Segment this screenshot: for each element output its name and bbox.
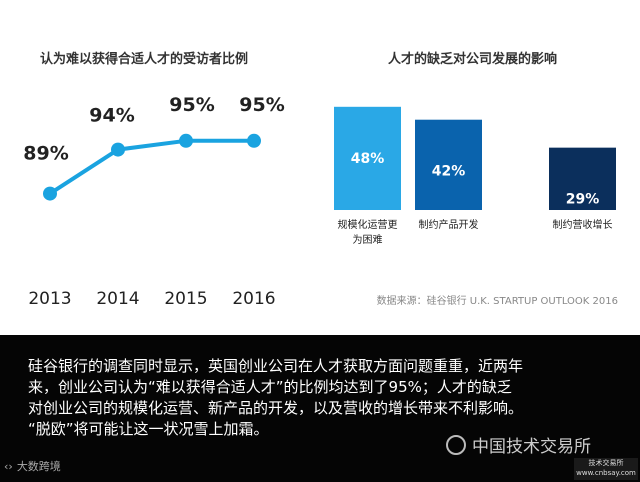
caption-text: 硅谷银行的调查同时显示，英国创业公司在人才获取方面问题重重，近两年 来，创业公司… [28,356,628,440]
caption-line: 来，创业公司认为“难以获得合适人才”的比例均达到了95%；人才的缺乏 [28,378,512,396]
bar [334,106,401,210]
line-point [179,133,193,148]
bar-category-label: 制约营收增长 [553,218,613,231]
bar [415,119,482,210]
watermark-right-text: 中国技术交易所 [472,437,591,457]
x-tick-label: 2013 [28,289,71,309]
watermark-left-text: 大数跨境 [16,460,61,473]
bar-category-label: 制约产品开发 [419,218,479,231]
bar-value-label: 29% [566,192,600,208]
infographic-panel: 认为难以获得合适人才的受访者比例 人才的缺乏对公司发展的影响 89% 2013 94… [23,52,618,309]
caption-line: 硅谷银行的调查同时显示，英国创业公司在人才获取方面问题重重，近两年 [28,357,524,375]
watermark-logo-icon [446,434,466,455]
caption-panel [0,335,640,482]
bar-category-label: 规模化运营更 [338,218,398,231]
watermark-right: 中国技术交易所 [446,432,591,457]
x-tick-label: 2016 [232,289,275,309]
data-label: 95% [169,94,214,116]
caption-line: 对创业公司的规模化运营、新产品的开发，以及营收的增长带来不利影响。 [28,399,524,417]
line-chart-title: 认为难以获得合适人才的受访者比例 [40,52,249,67]
data-label: 89% [23,143,68,165]
bar-value-label: 42% [432,164,466,180]
caption-line: “脱欧”将可能让这一状况雪上加霜。 [28,420,269,438]
watermark-left-icon: ‹› [4,459,13,473]
line-series [48,138,254,196]
bar [549,147,616,210]
data-label: 94% [89,105,134,127]
badge-line: www.cnbsay.com [576,469,636,477]
x-tick-label: 2014 [96,289,139,309]
line-point [247,133,261,148]
data-label: 95% [239,94,284,116]
line-point [111,142,125,157]
bar-category-label: 为困难 [353,234,383,246]
line-chart: 89% 2013 94% 2014 95% 2015 95% 2016 [23,94,284,309]
data-source-note: 数据来源：硅谷银行 U.K. STARTUP OUTLOOK 2016 [376,296,618,307]
bar-value-label: 48% [351,151,385,167]
bar-chart-title: 人才的缺乏对公司发展的影响 [388,52,558,67]
line-point [43,186,57,201]
watermark-left: ‹› 大数跨境 [4,458,61,474]
x-tick-label: 2015 [164,289,207,309]
badge-line: 技术交易所 [588,459,624,467]
watermark-badge: 技术交易所 www.cnbsay.com [574,458,638,480]
